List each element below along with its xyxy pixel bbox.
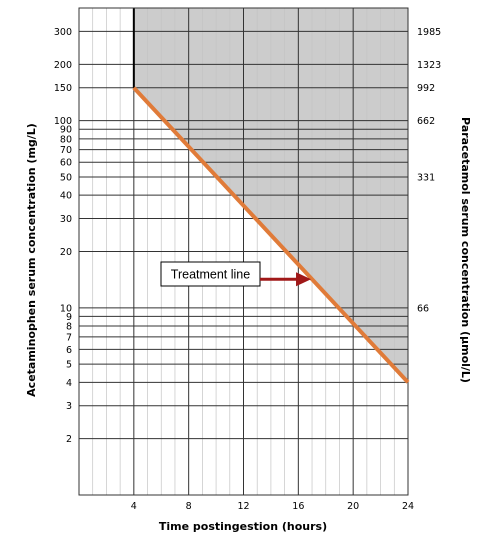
y-tick-label-right: 992 (417, 83, 435, 94)
y-tick-label-left: 90 (60, 125, 72, 136)
annotation-layer: Treatment line (160, 261, 312, 287)
y-axis-title-right: Paracetamol serum concentration (µmol/L) (459, 117, 472, 383)
y-tick-label-left: 4 (66, 378, 72, 389)
x-tick-label: 16 (292, 501, 304, 512)
x-tick-label: 4 (131, 501, 137, 512)
treatment-line-callout-label: Treatment line (171, 268, 250, 282)
x-tick-label: 12 (237, 501, 249, 512)
treatment-line-callout-box (160, 261, 261, 287)
x-tick-label: 8 (186, 501, 192, 512)
y-tick-label-left: 200 (54, 60, 72, 71)
y-tick-label-left: 6 (66, 345, 72, 356)
y-tick-label-left: 150 (54, 83, 72, 94)
y-tick-label-left: 8 (66, 321, 72, 332)
y-tick-label-left: 40 (60, 191, 72, 202)
grid-layer (78, 7, 409, 496)
y-tick-label-left: 10 (60, 303, 72, 314)
y-tick-label-right: 1985 (417, 27, 441, 38)
y-tick-label-left: 5 (66, 360, 72, 371)
y-tick-label-left: 100 (54, 116, 72, 127)
y-tick-label-left: 20 (60, 247, 72, 258)
y-tick-label-right: 331 (417, 173, 435, 184)
y-tick-label-left: 50 (60, 173, 72, 184)
y-tick-label-left: 30 (60, 214, 72, 225)
series-layer (132, 86, 410, 384)
y-tick-label-right: 662 (417, 116, 435, 127)
y-tick-label-left: 2 (66, 434, 72, 445)
y-tick-label-left: 60 (60, 158, 72, 169)
y-tick-label-left: 70 (60, 145, 72, 156)
x-tick-label: 20 (347, 501, 359, 512)
y-tick-label-left: 9 (66, 312, 72, 323)
y-tick-label-left: 3 (66, 401, 72, 412)
y-tick-label-right: 1323 (417, 60, 441, 71)
callout-arrow-head (296, 272, 312, 287)
x-axis-title: Time postingestion (hours) (159, 520, 327, 533)
treatment-line (132, 86, 410, 384)
y-tick-label-left: 7 (66, 332, 72, 343)
y-tick-label-left: 80 (60, 134, 72, 145)
y-tick-label-left: 300 (54, 27, 72, 38)
y-tick-label-right: 66 (417, 303, 429, 314)
x-tick-label: 24 (402, 501, 414, 512)
y-axis-title-left: Acetaminophen serum concentration (mg/L) (25, 123, 38, 397)
plot-frame (78, 7, 409, 496)
